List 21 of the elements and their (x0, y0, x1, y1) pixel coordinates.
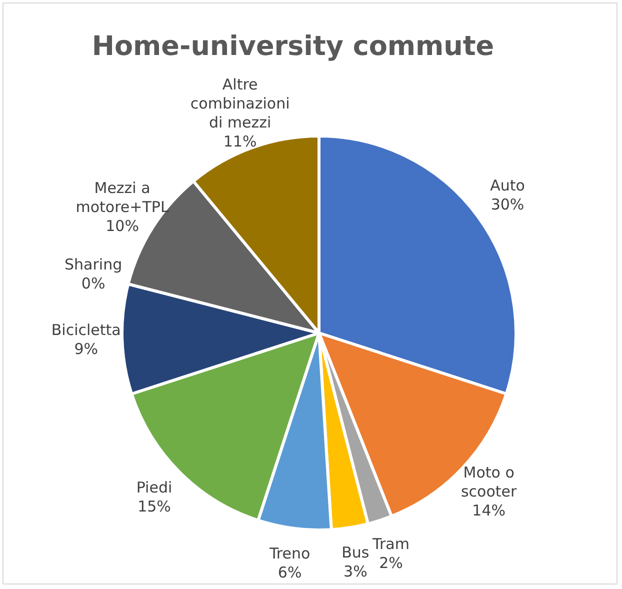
slice-label: Piedi (136, 478, 172, 496)
slice-label: Altre combinazioni di mezzi (190, 75, 290, 132)
chart-title: Home-university commute (92, 31, 494, 62)
data-label: 11% (223, 132, 257, 150)
slice-label: Auto (490, 176, 525, 195)
data-label: 3% (344, 562, 368, 581)
data-label: 2% (379, 554, 403, 572)
data-label: 14% (472, 502, 506, 520)
slice-label: Bus (342, 544, 370, 562)
slice-label: Bicicletta (51, 320, 121, 339)
data-label: 9% (74, 340, 98, 358)
slice-label: Moto o scooter (461, 464, 518, 501)
data-label: 30% (490, 196, 524, 214)
data-label: 10% (106, 217, 139, 236)
data-label: 6% (278, 564, 302, 582)
category-label: Sharing (64, 256, 122, 274)
slice-label: Treno (268, 544, 310, 563)
data-label: 15% (138, 497, 171, 516)
slice-label: Tram (372, 535, 410, 554)
slice-label: Mezzi a motore+TPL (76, 179, 170, 216)
text: 0% (81, 274, 106, 293)
